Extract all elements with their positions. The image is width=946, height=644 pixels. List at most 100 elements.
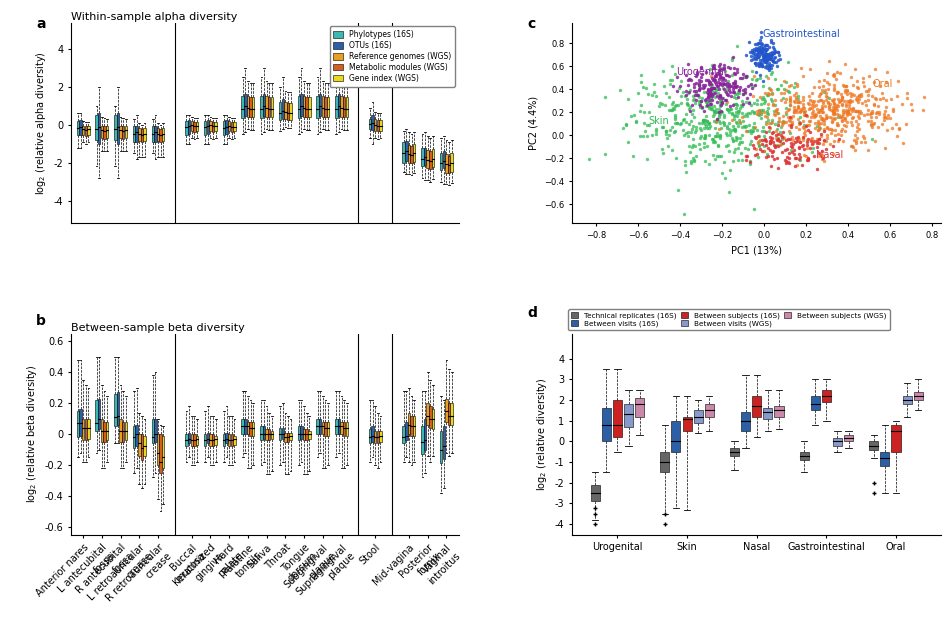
Point [749, 45, 764, 55]
Point [728, 102, 744, 113]
Point [796, 140, 811, 150]
Point [712, 59, 727, 69]
Point [858, 86, 873, 97]
Point [757, 52, 772, 62]
Point [700, 116, 715, 126]
Point [735, 99, 750, 109]
Point [657, 80, 672, 91]
Bar [84, 419, 87, 440]
Point [836, 105, 851, 115]
Point [742, 120, 757, 130]
Point [727, 68, 742, 78]
Point [760, 44, 775, 54]
Bar [450, 403, 453, 425]
Point [831, 129, 846, 139]
Bar [284, 102, 287, 119]
Point [814, 118, 829, 129]
Point [774, 95, 789, 105]
Point [751, 140, 766, 150]
Point [791, 101, 806, 111]
Point [712, 124, 727, 135]
Text: d: d [528, 306, 537, 319]
Point [764, 88, 780, 99]
Point [710, 68, 725, 79]
Point [711, 110, 727, 120]
Point [799, 135, 815, 145]
Point [678, 90, 693, 100]
Point [811, 107, 826, 117]
Bar [450, 153, 453, 172]
Point [736, 90, 751, 100]
Point [712, 91, 727, 101]
Point [727, 124, 742, 135]
Point [628, 116, 643, 126]
Point [778, 103, 793, 113]
Point [720, 120, 735, 131]
Point [767, 52, 782, 62]
Point [816, 135, 832, 145]
Point [838, 80, 853, 91]
Point [762, 63, 777, 73]
Point [692, 99, 707, 109]
Point [696, 106, 711, 117]
Point [639, 131, 655, 141]
Point [681, 86, 696, 97]
Point [727, 126, 743, 137]
Point [793, 62, 808, 73]
Point [701, 118, 716, 128]
Point [717, 79, 732, 90]
Point [815, 154, 830, 164]
Point [726, 77, 741, 88]
Point [739, 126, 754, 136]
Point [705, 60, 720, 70]
Point [797, 122, 812, 133]
Point [758, 126, 773, 137]
Point [792, 111, 807, 122]
Point [683, 156, 698, 166]
Point [740, 93, 755, 104]
Point [759, 57, 774, 67]
Point [837, 87, 852, 97]
Point [702, 79, 717, 89]
Point [727, 124, 743, 135]
Bar [247, 97, 249, 117]
Point [727, 80, 743, 91]
Bar [114, 115, 116, 140]
Point [776, 117, 791, 128]
Bar [141, 129, 143, 142]
Point [787, 105, 802, 115]
Point [689, 125, 704, 135]
Point [729, 89, 745, 99]
Point [837, 113, 852, 124]
Point [687, 79, 702, 90]
Point [694, 93, 710, 103]
Point [702, 118, 717, 128]
Point [709, 80, 724, 91]
Point [782, 100, 797, 110]
Point [838, 104, 853, 115]
Bar [335, 97, 338, 118]
Point [735, 112, 750, 122]
Bar [369, 119, 371, 129]
Point [733, 148, 748, 158]
Point [649, 129, 664, 139]
Point [692, 91, 707, 102]
Point [844, 104, 859, 114]
Bar [341, 422, 342, 434]
Bar [151, 126, 154, 142]
Point [797, 129, 813, 140]
Point [754, 41, 769, 52]
Bar [263, 426, 265, 439]
Point [669, 86, 684, 97]
Point [724, 90, 739, 100]
Point [785, 135, 800, 146]
Point [712, 96, 727, 106]
Point [850, 118, 866, 129]
Point [801, 117, 816, 127]
Point [751, 43, 766, 53]
Point [804, 138, 819, 149]
Point [734, 100, 749, 111]
Bar [902, 396, 912, 404]
Point [753, 144, 768, 155]
Point [762, 53, 778, 63]
